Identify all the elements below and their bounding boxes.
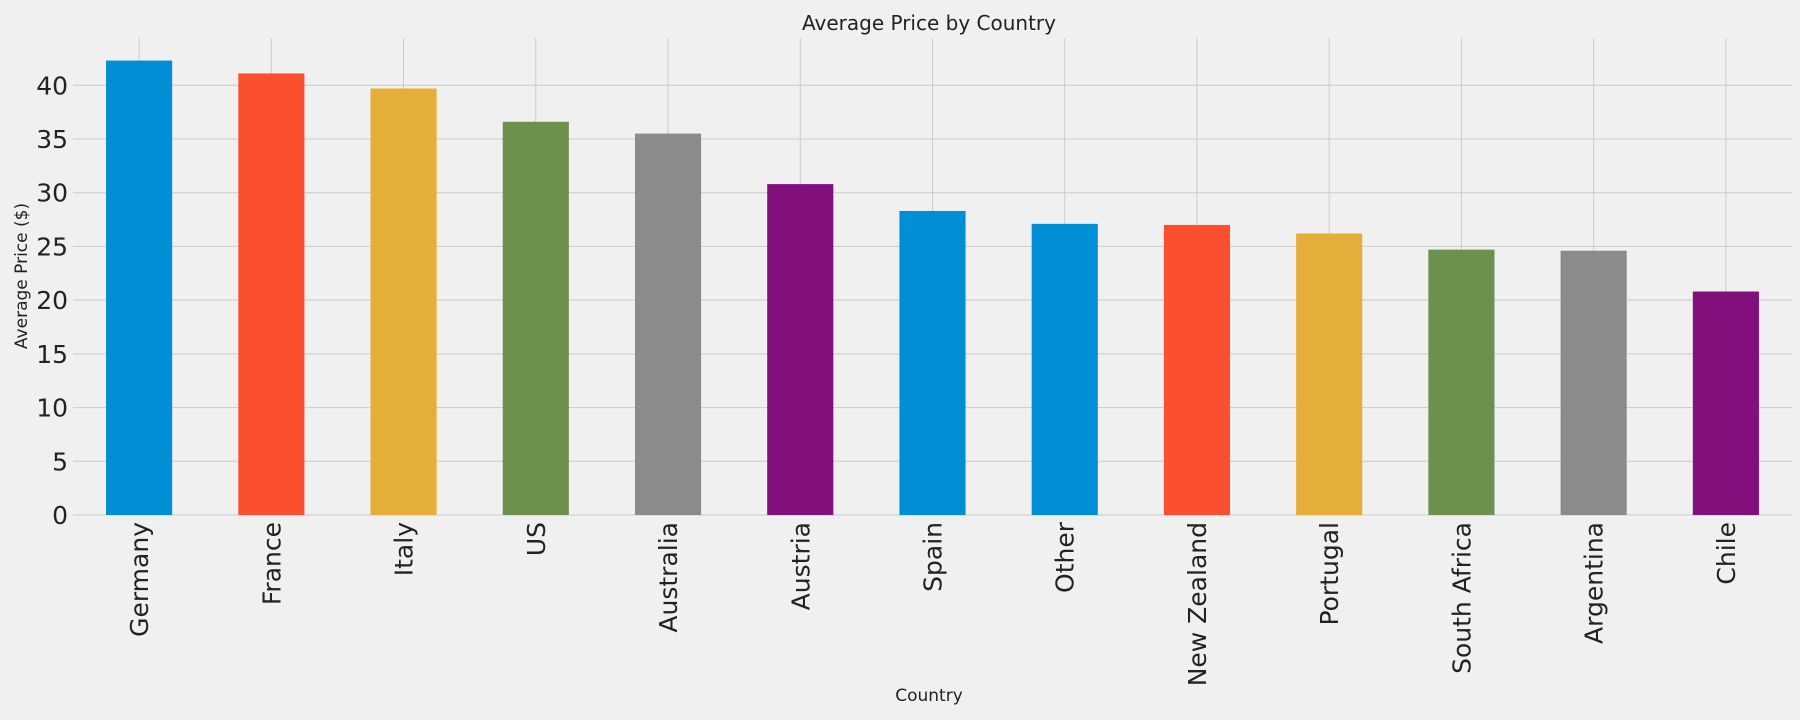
x-tick-label: New Zealand: [1183, 522, 1212, 686]
x-tick-label: Spain: [919, 522, 948, 592]
bar-spain: [899, 210, 966, 515]
bar-us: [502, 121, 569, 515]
bar-australia: [634, 133, 702, 515]
x-tick-label: Austria: [786, 522, 815, 610]
x-tick-label: Other: [1051, 521, 1080, 593]
x-tick-label: Italy: [390, 522, 419, 576]
y-tick-label: 40: [36, 71, 68, 100]
bar-austria: [767, 184, 834, 516]
x-axis-ticks: Germany France Italy US Australia Austria Spai…: [125, 521, 1741, 686]
y-axis-label: Average Price ($): [12, 203, 32, 349]
x-tick-label: Germany: [125, 522, 154, 637]
y-tick-label: 35: [36, 125, 68, 154]
bar-italy: [370, 88, 437, 516]
x-tick-label: Portugal: [1315, 522, 1344, 626]
bar-other: [1031, 223, 1098, 516]
bar-new-zealand: [1163, 224, 1231, 515]
y-tick-label: 30: [36, 179, 68, 208]
bar-france: [238, 73, 305, 516]
bar-germany: [106, 60, 173, 515]
y-tick-label: 20: [36, 286, 68, 315]
y-tick-label: 0: [52, 501, 68, 530]
bar-argentina: [1560, 250, 1627, 515]
y-axis-ticks: 0 5 10 15 20 25 30 35 40: [36, 71, 68, 530]
bar-south-africa: [1428, 249, 1495, 515]
bar-chile: [1692, 291, 1759, 515]
y-tick-label: 5: [52, 447, 68, 476]
bar-portugal: [1296, 233, 1363, 515]
bars: [106, 60, 1759, 516]
x-tick-label: Australia: [654, 522, 683, 633]
y-tick-label: 10: [36, 394, 68, 423]
chart-title: Average Price by Country: [802, 11, 1056, 35]
x-tick-label: France: [257, 522, 286, 605]
x-tick-label: US: [522, 522, 551, 556]
y-tick-label: 15: [36, 340, 68, 369]
x-tick-label: Argentina: [1580, 522, 1609, 644]
x-tick-label: Chile: [1712, 522, 1741, 585]
x-tick-label: South Africa: [1447, 522, 1476, 674]
x-axis-label: Country: [895, 686, 963, 706]
y-tick-label: 25: [36, 232, 68, 261]
